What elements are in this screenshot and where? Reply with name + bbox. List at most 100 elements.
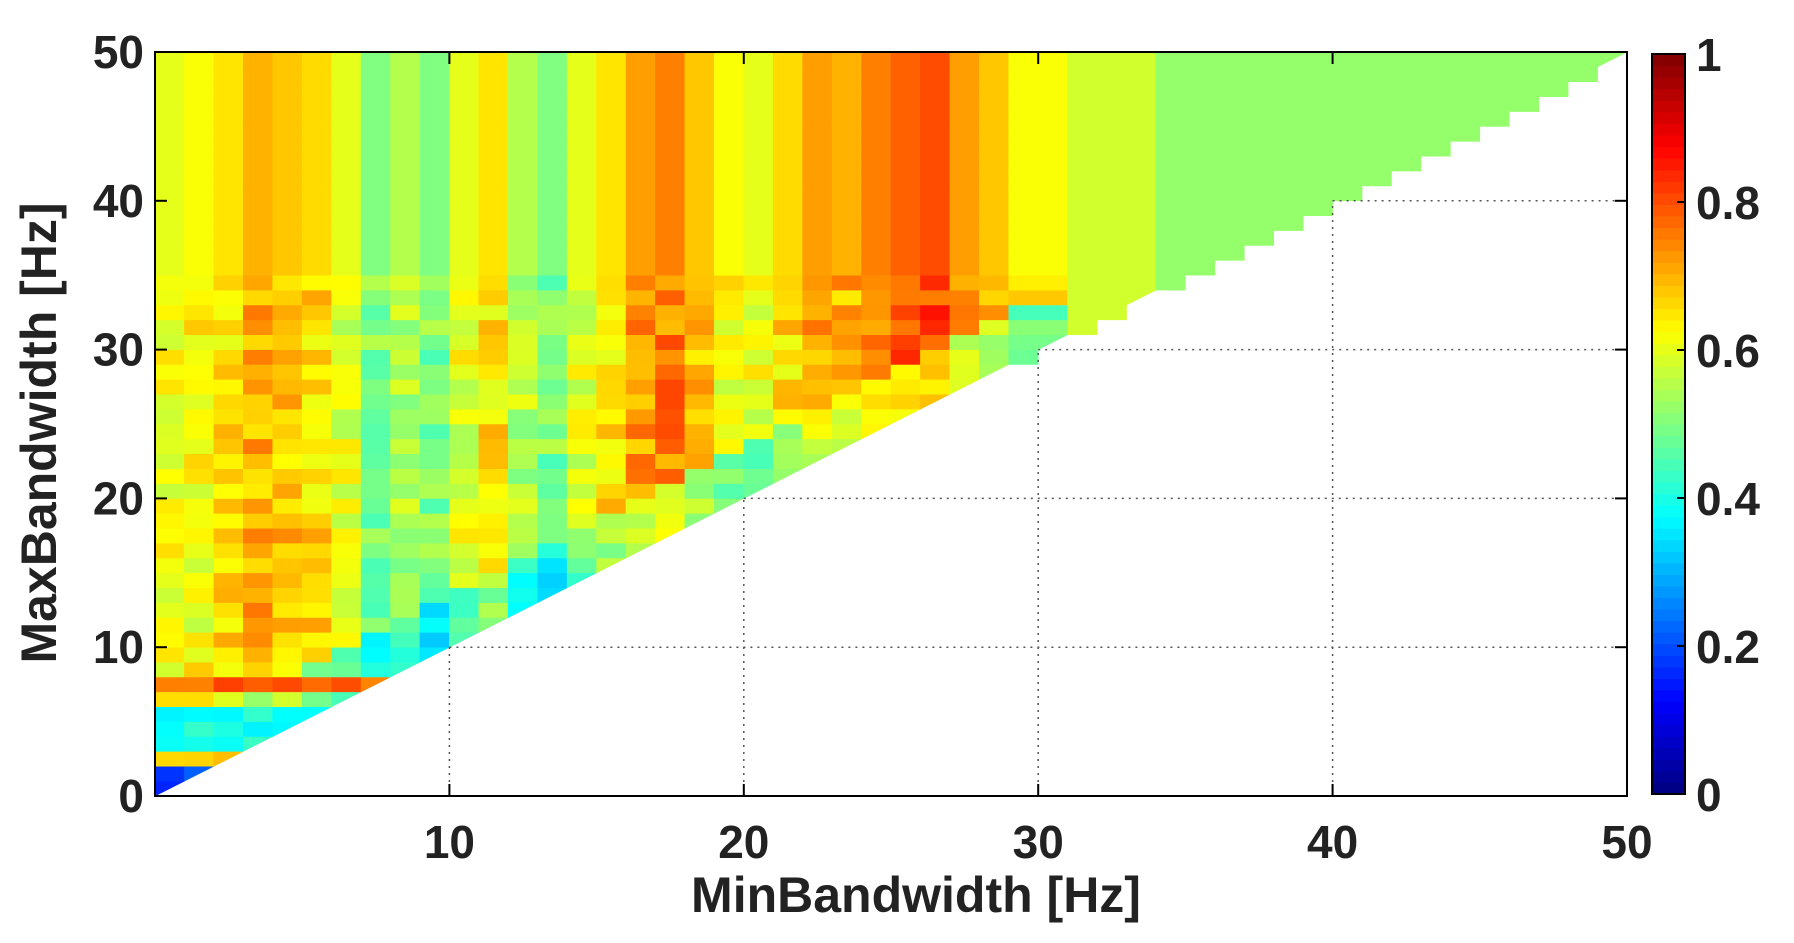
heatmap-cell <box>478 51 509 68</box>
heatmap-cell <box>1067 319 1098 336</box>
heatmap-cell <box>1067 289 1157 306</box>
heatmap-cell <box>743 140 774 157</box>
heatmap-cell <box>331 676 362 693</box>
heatmap-cell <box>478 304 509 321</box>
colorbar-frame <box>1651 53 1686 795</box>
heatmap-cell <box>684 364 715 380</box>
heatmap-cell <box>566 453 597 469</box>
heatmap-cell <box>537 274 568 291</box>
heatmap-cell <box>890 260 921 276</box>
heatmap-cell <box>743 96 774 112</box>
heatmap-cell <box>154 170 185 187</box>
heatmap-cell <box>920 126 951 142</box>
heatmap-cell <box>213 676 244 693</box>
heatmap-cell <box>655 408 686 425</box>
heatmap-cell <box>949 245 980 261</box>
heatmap-cell <box>979 96 1010 112</box>
heatmap-cell <box>655 349 686 365</box>
heatmap-cell <box>243 96 274 112</box>
heatmap-cell <box>184 126 215 142</box>
heatmap-cell <box>360 349 391 365</box>
heatmap-cell <box>449 200 480 216</box>
heatmap-cell <box>1067 51 1157 68</box>
heatmap-cell <box>772 423 803 440</box>
heatmap-cell <box>301 126 332 142</box>
heatmap-cell <box>684 111 715 127</box>
heatmap-cell <box>449 423 480 440</box>
heatmap-cell <box>714 230 745 246</box>
heatmap-cell <box>331 512 362 529</box>
heatmap-cell <box>301 632 332 648</box>
heatmap-cell <box>979 230 1010 246</box>
heatmap-cell <box>1008 215 1068 231</box>
heatmap-cell <box>184 721 215 737</box>
colorbar-segment <box>1652 227 1685 240</box>
heatmap-cell <box>890 126 921 142</box>
heatmap-cell <box>331 111 362 127</box>
heatmap-cell <box>390 245 421 261</box>
heatmap-cell <box>243 483 274 499</box>
heatmap-cell <box>537 557 568 574</box>
heatmap-cell <box>390 170 421 187</box>
heatmap-cell <box>596 438 627 455</box>
heatmap-cell <box>213 379 244 395</box>
heatmap-cell <box>743 51 774 68</box>
heatmap-cell <box>243 706 274 722</box>
heatmap-cell <box>596 527 627 544</box>
heatmap-cell <box>507 438 539 455</box>
heatmap-cell <box>537 453 568 469</box>
heatmap-cell <box>301 393 332 410</box>
heatmap-cell <box>625 96 656 112</box>
heatmap-cell <box>861 423 892 440</box>
heatmap-cell <box>772 66 803 83</box>
heatmap-cell <box>507 512 539 529</box>
heatmap-cell <box>743 230 774 246</box>
heatmap-cell <box>979 289 1010 306</box>
heatmap-cell <box>507 587 539 603</box>
heatmap-cell <box>331 602 362 618</box>
heatmap-cell <box>390 319 421 336</box>
heatmap-cell <box>478 66 509 83</box>
heatmap-cell <box>537 170 568 187</box>
heatmap-cell <box>272 423 303 440</box>
heatmap-cell <box>419 200 450 216</box>
heatmap-cell <box>831 200 862 216</box>
heatmap-cell <box>537 215 568 231</box>
heatmap-cell <box>243 646 274 663</box>
heatmap-cell <box>154 676 185 693</box>
heatmap-cell <box>979 126 1010 142</box>
colorbar-segment <box>1652 146 1685 159</box>
heatmap-cell <box>831 81 862 97</box>
heatmap-cell <box>625 393 656 410</box>
heatmap-cell <box>625 185 656 202</box>
heatmap-cell <box>625 468 656 484</box>
heatmap-cell <box>154 379 185 395</box>
heatmap-cell <box>743 379 774 395</box>
heatmap-cell <box>154 617 185 633</box>
heatmap-cell <box>831 408 862 425</box>
heatmap-cell <box>949 274 980 291</box>
heatmap-cell <box>478 364 509 380</box>
heatmap-cell <box>478 230 509 246</box>
heatmap-cell <box>184 468 215 484</box>
heatmap-cell <box>684 393 715 410</box>
heatmap-cell <box>478 200 509 216</box>
heatmap-cell <box>684 319 715 336</box>
heatmap-cell <box>714 364 745 380</box>
heatmap-cell <box>390 185 421 202</box>
heatmap-cell <box>154 706 185 722</box>
heatmap-cell <box>419 319 450 336</box>
heatmap-cell <box>449 602 480 618</box>
colorbar-segment <box>1652 192 1685 205</box>
heatmap-cell <box>243 185 274 202</box>
heatmap-cell <box>301 349 332 365</box>
heatmap-cell <box>537 408 568 425</box>
heatmap-cell <box>213 602 244 618</box>
heatmap-cell <box>331 200 362 216</box>
heatmap-cell <box>478 617 509 633</box>
heatmap-cell <box>507 200 539 216</box>
heatmap-cell <box>478 245 509 261</box>
heatmap-cell <box>684 512 715 529</box>
heatmap-cell <box>979 260 1010 276</box>
heatmap-cell <box>331 260 362 276</box>
